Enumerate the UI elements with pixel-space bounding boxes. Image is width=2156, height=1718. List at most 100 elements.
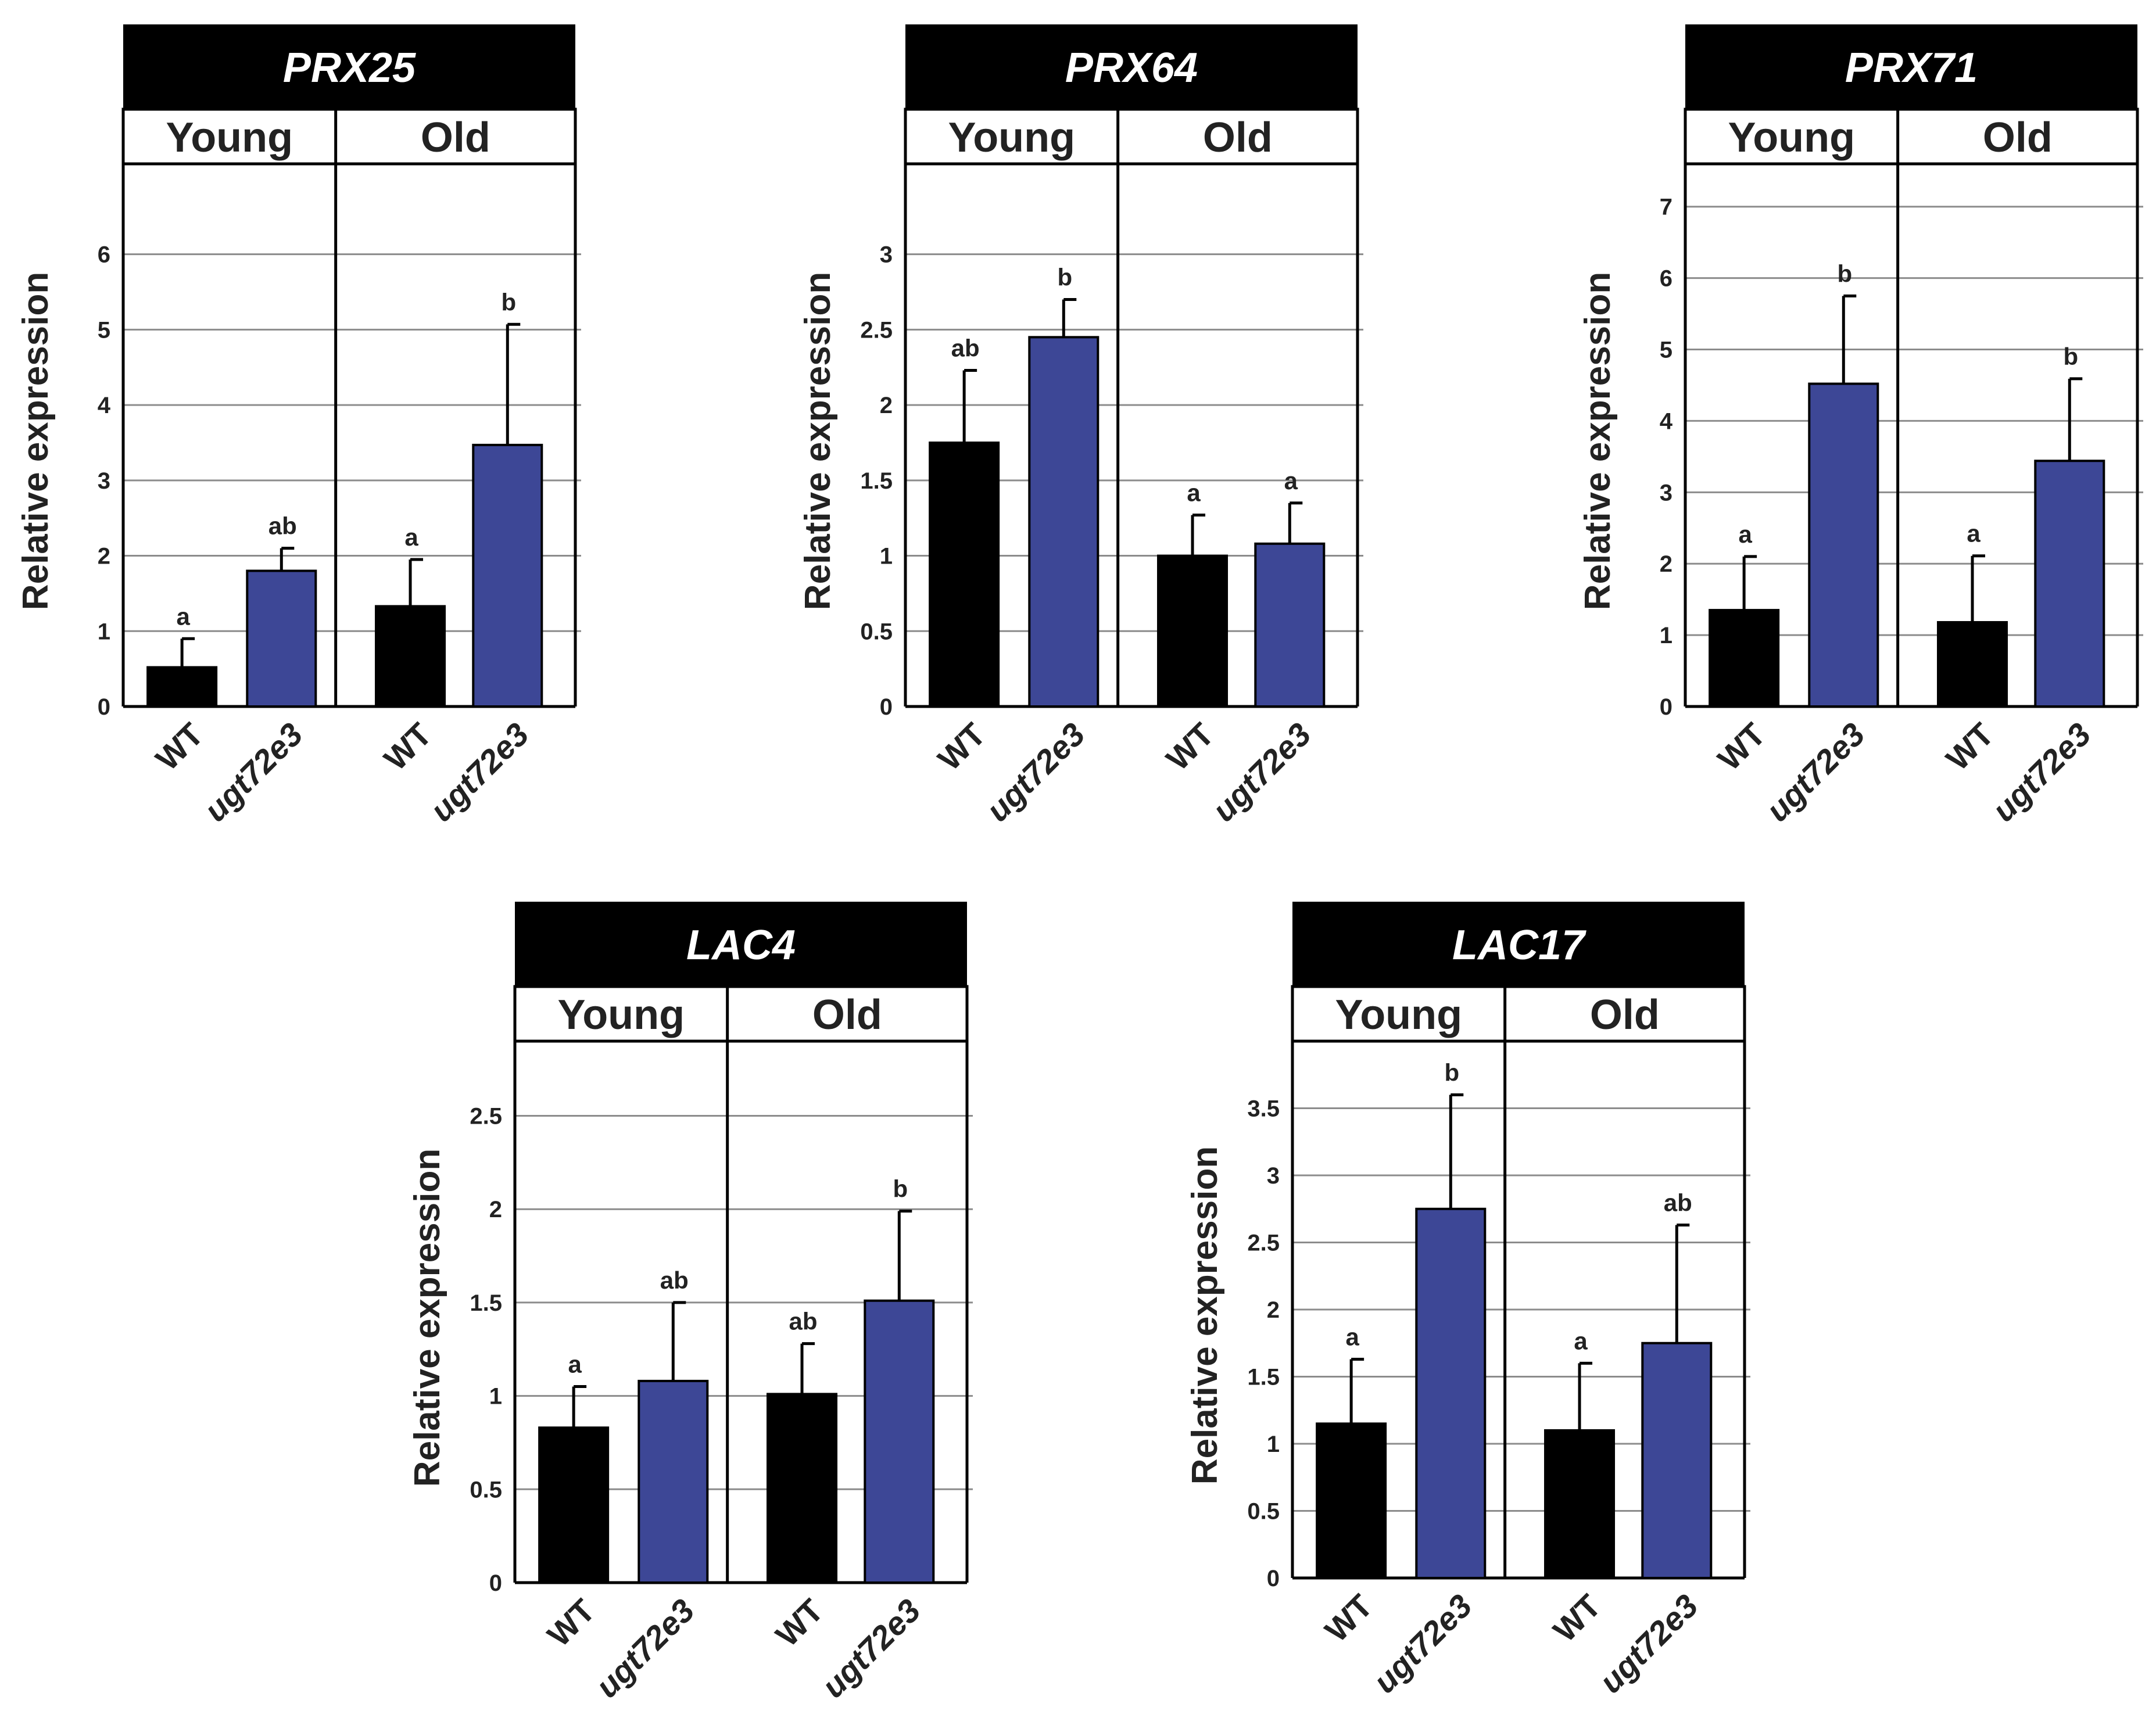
y-tick-label: 6	[98, 242, 110, 268]
significance-letter: a	[176, 602, 190, 630]
y-tick-label: 1.5	[470, 1290, 502, 1316]
group-header	[1291, 985, 1746, 1043]
bar-ugt72e3-young	[1808, 382, 1879, 708]
chart-title-header	[123, 24, 575, 109]
y-tick-label: 4	[1660, 408, 1673, 434]
bar-wt-young	[538, 1426, 610, 1584]
significance-letter: ab	[951, 334, 980, 361]
y-tick-label: 2	[98, 544, 110, 569]
x-tick-label-wt: WT	[1318, 1587, 1380, 1649]
bar-ugt72e3-old	[1641, 1342, 1713, 1579]
y-tick-label: 2.5	[1247, 1231, 1280, 1256]
chart-title-header	[515, 902, 967, 987]
group-label-old: Old	[812, 992, 882, 1038]
x-tick-label-ugt72e3: ugt72e3	[197, 716, 310, 828]
significance-letter: ab	[660, 1267, 689, 1294]
bar-wt-old	[1937, 621, 2008, 708]
y-tick-label: 0.5	[470, 1477, 502, 1502]
y-tick-label: 4	[98, 393, 111, 418]
y-tick-label: 3	[1267, 1163, 1280, 1189]
chart-prx64: PRX64 Young Old 0 0.5 1 1.5 2 2.5 3 Relative expre…	[798, 24, 1363, 828]
chart-title: LAC4	[686, 922, 796, 969]
bar-wt-young	[146, 666, 218, 708]
y-tick-label: 7	[1660, 195, 1672, 220]
x-tick-label-wt: WT	[377, 716, 438, 777]
y-tick-label: 5	[1660, 338, 1672, 363]
chart-title: PRX25	[283, 45, 416, 91]
y-tick-label: 3	[98, 468, 110, 494]
significance-letter: b	[1444, 1059, 1459, 1086]
bar-ugt72e3-old	[472, 443, 543, 708]
significance-letter: ab	[789, 1308, 818, 1335]
group-label-young: Young	[948, 114, 1076, 161]
group-header	[904, 107, 1359, 166]
chart-title: PRX64	[1065, 45, 1198, 91]
bar-ugt72e3-old	[864, 1299, 935, 1584]
x-tick-label-ugt72e3: ugt72e3	[1205, 716, 1318, 828]
chart-title-header	[1292, 902, 1745, 987]
significance-letter: a	[404, 523, 418, 551]
bar-wt-old	[1544, 1429, 1616, 1579]
group-label-young: Young	[166, 114, 293, 161]
x-tick-label-ugt72e3: ugt72e3	[979, 716, 1092, 828]
y-tick-label: 0	[1267, 1566, 1280, 1591]
x-tick-label-wt: WT	[1546, 1587, 1607, 1649]
bar-wt-young	[1316, 1422, 1387, 1580]
y-tick-label: 1	[1660, 623, 1672, 648]
y-tick-label: 1	[880, 544, 893, 569]
bar-ugt72e3-young	[246, 569, 317, 708]
y-tick-label: 3	[1660, 480, 1672, 505]
x-tick-label-wt: WT	[540, 1592, 602, 1654]
group-label-old: Old	[1590, 992, 1660, 1038]
y-tick-label: 1.5	[860, 468, 893, 494]
chart-title: PRX71	[1845, 45, 1978, 91]
y-tick-label: 1	[98, 619, 110, 644]
y-tick-label: 2.5	[470, 1104, 502, 1129]
significance-letter: ab	[268, 512, 297, 540]
y-tick-label: 2	[1267, 1297, 1280, 1323]
group-label-young: Young	[1335, 992, 1463, 1038]
chart-prx25: PRX25 Young Old 0 1 2 3 4 5 6 Relative expression a…	[16, 24, 581, 828]
y-tick-label: 0	[98, 694, 110, 720]
significance-letter: b	[1837, 260, 1852, 287]
group-label-young: Young	[1728, 114, 1856, 161]
y-tick-label: 0.5	[1247, 1499, 1280, 1525]
y-tick-label: 0.5	[860, 619, 893, 644]
chart-title-header	[905, 24, 1358, 109]
x-tick-label-wt: WT	[149, 716, 210, 777]
y-axis-label: Relative expression	[1185, 1146, 1225, 1484]
bar-wt-old	[767, 1393, 838, 1584]
significance-letter: b	[893, 1175, 908, 1202]
group-label-old: Old	[1203, 114, 1273, 161]
y-tick-label: 2.5	[860, 317, 893, 343]
significance-letter: a	[1574, 1327, 1588, 1354]
y-tick-label: 1.5	[1247, 1365, 1280, 1390]
x-tick-label-wt: WT	[768, 1592, 830, 1654]
y-tick-label: 1	[489, 1384, 502, 1409]
significance-letter: a	[1187, 479, 1201, 507]
group-label-old: Old	[421, 114, 490, 161]
bar-ugt72e3-old	[2034, 460, 2105, 708]
group-label-old: Old	[1983, 114, 2053, 161]
x-tick-label-ugt72e3: ugt72e3	[815, 1592, 927, 1705]
significance-letter: b	[2063, 343, 2078, 370]
y-tick-label: 2	[880, 393, 893, 418]
x-tick-label-wt: WT	[931, 716, 993, 777]
bar-wt-young	[1709, 609, 1780, 708]
significance-letter: b	[1057, 264, 1072, 291]
chart-title-header	[1685, 24, 2137, 109]
group-header	[1684, 107, 2139, 166]
y-axis-label: Relative expression	[407, 1149, 447, 1487]
significance-letter: a	[1738, 521, 1752, 548]
x-tick-label-ugt72e3: ugt72e3	[1759, 716, 1872, 828]
y-tick-label: 3.5	[1247, 1096, 1280, 1122]
bar-wt-old	[1157, 554, 1229, 708]
significance-letter: a	[1284, 467, 1298, 494]
chart-lac17: LAC17 Young Old 0 0.5 1 1.5 2 2.5 3 3.5 Relative ex…	[1185, 902, 1750, 1700]
significance-letter: b	[501, 288, 516, 315]
significance-letter: a	[1967, 520, 1980, 547]
x-tick-label-ugt72e3: ugt72e3	[589, 1592, 701, 1705]
group-header	[513, 985, 969, 1043]
